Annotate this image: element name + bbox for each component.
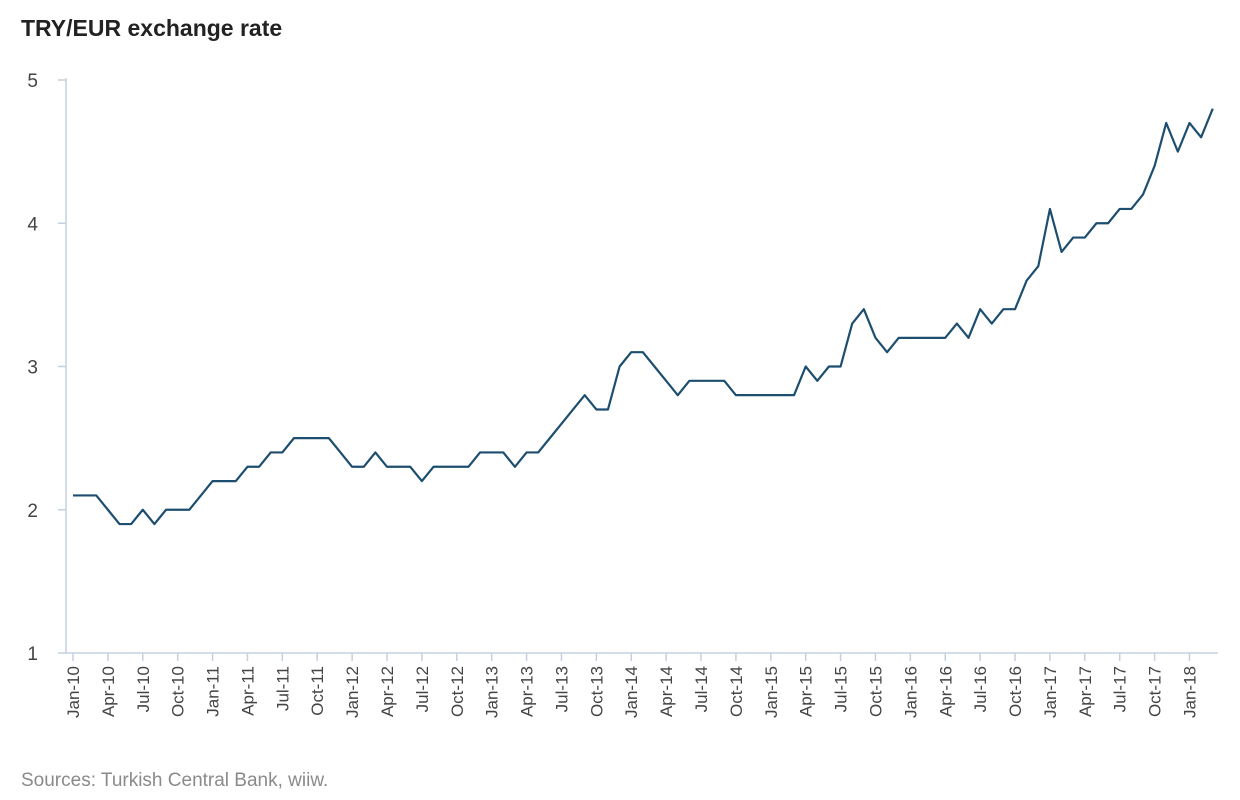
series-group bbox=[73, 108, 1214, 526]
x-tick-label: Apr-16 bbox=[936, 666, 955, 717]
x-tick-label: Oct-17 bbox=[1146, 666, 1165, 717]
x-tick-label: Oct-11 bbox=[308, 666, 327, 716]
x-tick-label: Jul-12 bbox=[413, 666, 432, 712]
x-tick-label: Jul-13 bbox=[552, 666, 571, 712]
y-axis: 1 2 3 4 5 bbox=[27, 71, 67, 665]
chart-source: Sources: Turkish Central Bank, wiiw. bbox=[21, 770, 329, 791]
x-tick-label: Oct-13 bbox=[587, 666, 606, 717]
x-tick-label: Jan-10 bbox=[64, 666, 83, 718]
x-tick-label: Jan-18 bbox=[1180, 666, 1199, 718]
x-tick-label: Jan-13 bbox=[483, 666, 502, 718]
y-tick-label: 4 bbox=[27, 214, 38, 235]
y-tick-label: 3 bbox=[27, 358, 38, 379]
x-tick-label: Jul-16 bbox=[971, 666, 990, 712]
y-tick-label: 5 bbox=[27, 71, 38, 92]
x-tick-label: Oct-14 bbox=[727, 666, 746, 717]
x-tick-label: Oct-12 bbox=[448, 666, 467, 717]
x-tick-label: Apr-17 bbox=[1076, 666, 1095, 717]
x-tick-label: Jul-11 bbox=[273, 666, 292, 711]
x-tick-label: Jan-15 bbox=[762, 666, 781, 718]
x-tick-label: Jan-16 bbox=[901, 666, 920, 718]
chart-title: TRY/EUR exchange rate bbox=[21, 15, 283, 41]
x-tick-label: Oct-16 bbox=[1006, 666, 1025, 717]
x-tick-label: Jan-17 bbox=[1041, 666, 1060, 718]
x-tick-label: Jul-15 bbox=[832, 666, 851, 712]
x-tick-label: Jan-14 bbox=[622, 666, 641, 718]
x-tick-label: Apr-10 bbox=[99, 666, 118, 717]
x-tick-label: Apr-15 bbox=[797, 666, 816, 717]
x-tick-label: Jan-11 bbox=[204, 666, 223, 717]
x-axis: Jan-10 Apr-10 Jul-10 Oct-10 Jan-11 Apr-11 Jul-… bbox=[64, 652, 1218, 718]
series-line bbox=[73, 108, 1214, 526]
x-tick-label: Oct-10 bbox=[169, 666, 188, 717]
x-tick-label: Apr-13 bbox=[518, 666, 537, 717]
x-tick-label: Apr-12 bbox=[378, 666, 397, 717]
x-tick-label: Oct-15 bbox=[866, 666, 885, 717]
x-tick-label: Apr-11 bbox=[238, 666, 257, 716]
x-tick-label: Jan-12 bbox=[343, 666, 362, 718]
x-tick-label: Jul-10 bbox=[134, 666, 153, 712]
y-tick-label: 1 bbox=[27, 644, 38, 665]
x-tick-label: Jul-14 bbox=[692, 666, 711, 712]
x-tick-label: Apr-14 bbox=[657, 666, 676, 717]
x-tick-label: Jul-17 bbox=[1111, 666, 1130, 712]
y-tick-label: 2 bbox=[27, 501, 38, 522]
